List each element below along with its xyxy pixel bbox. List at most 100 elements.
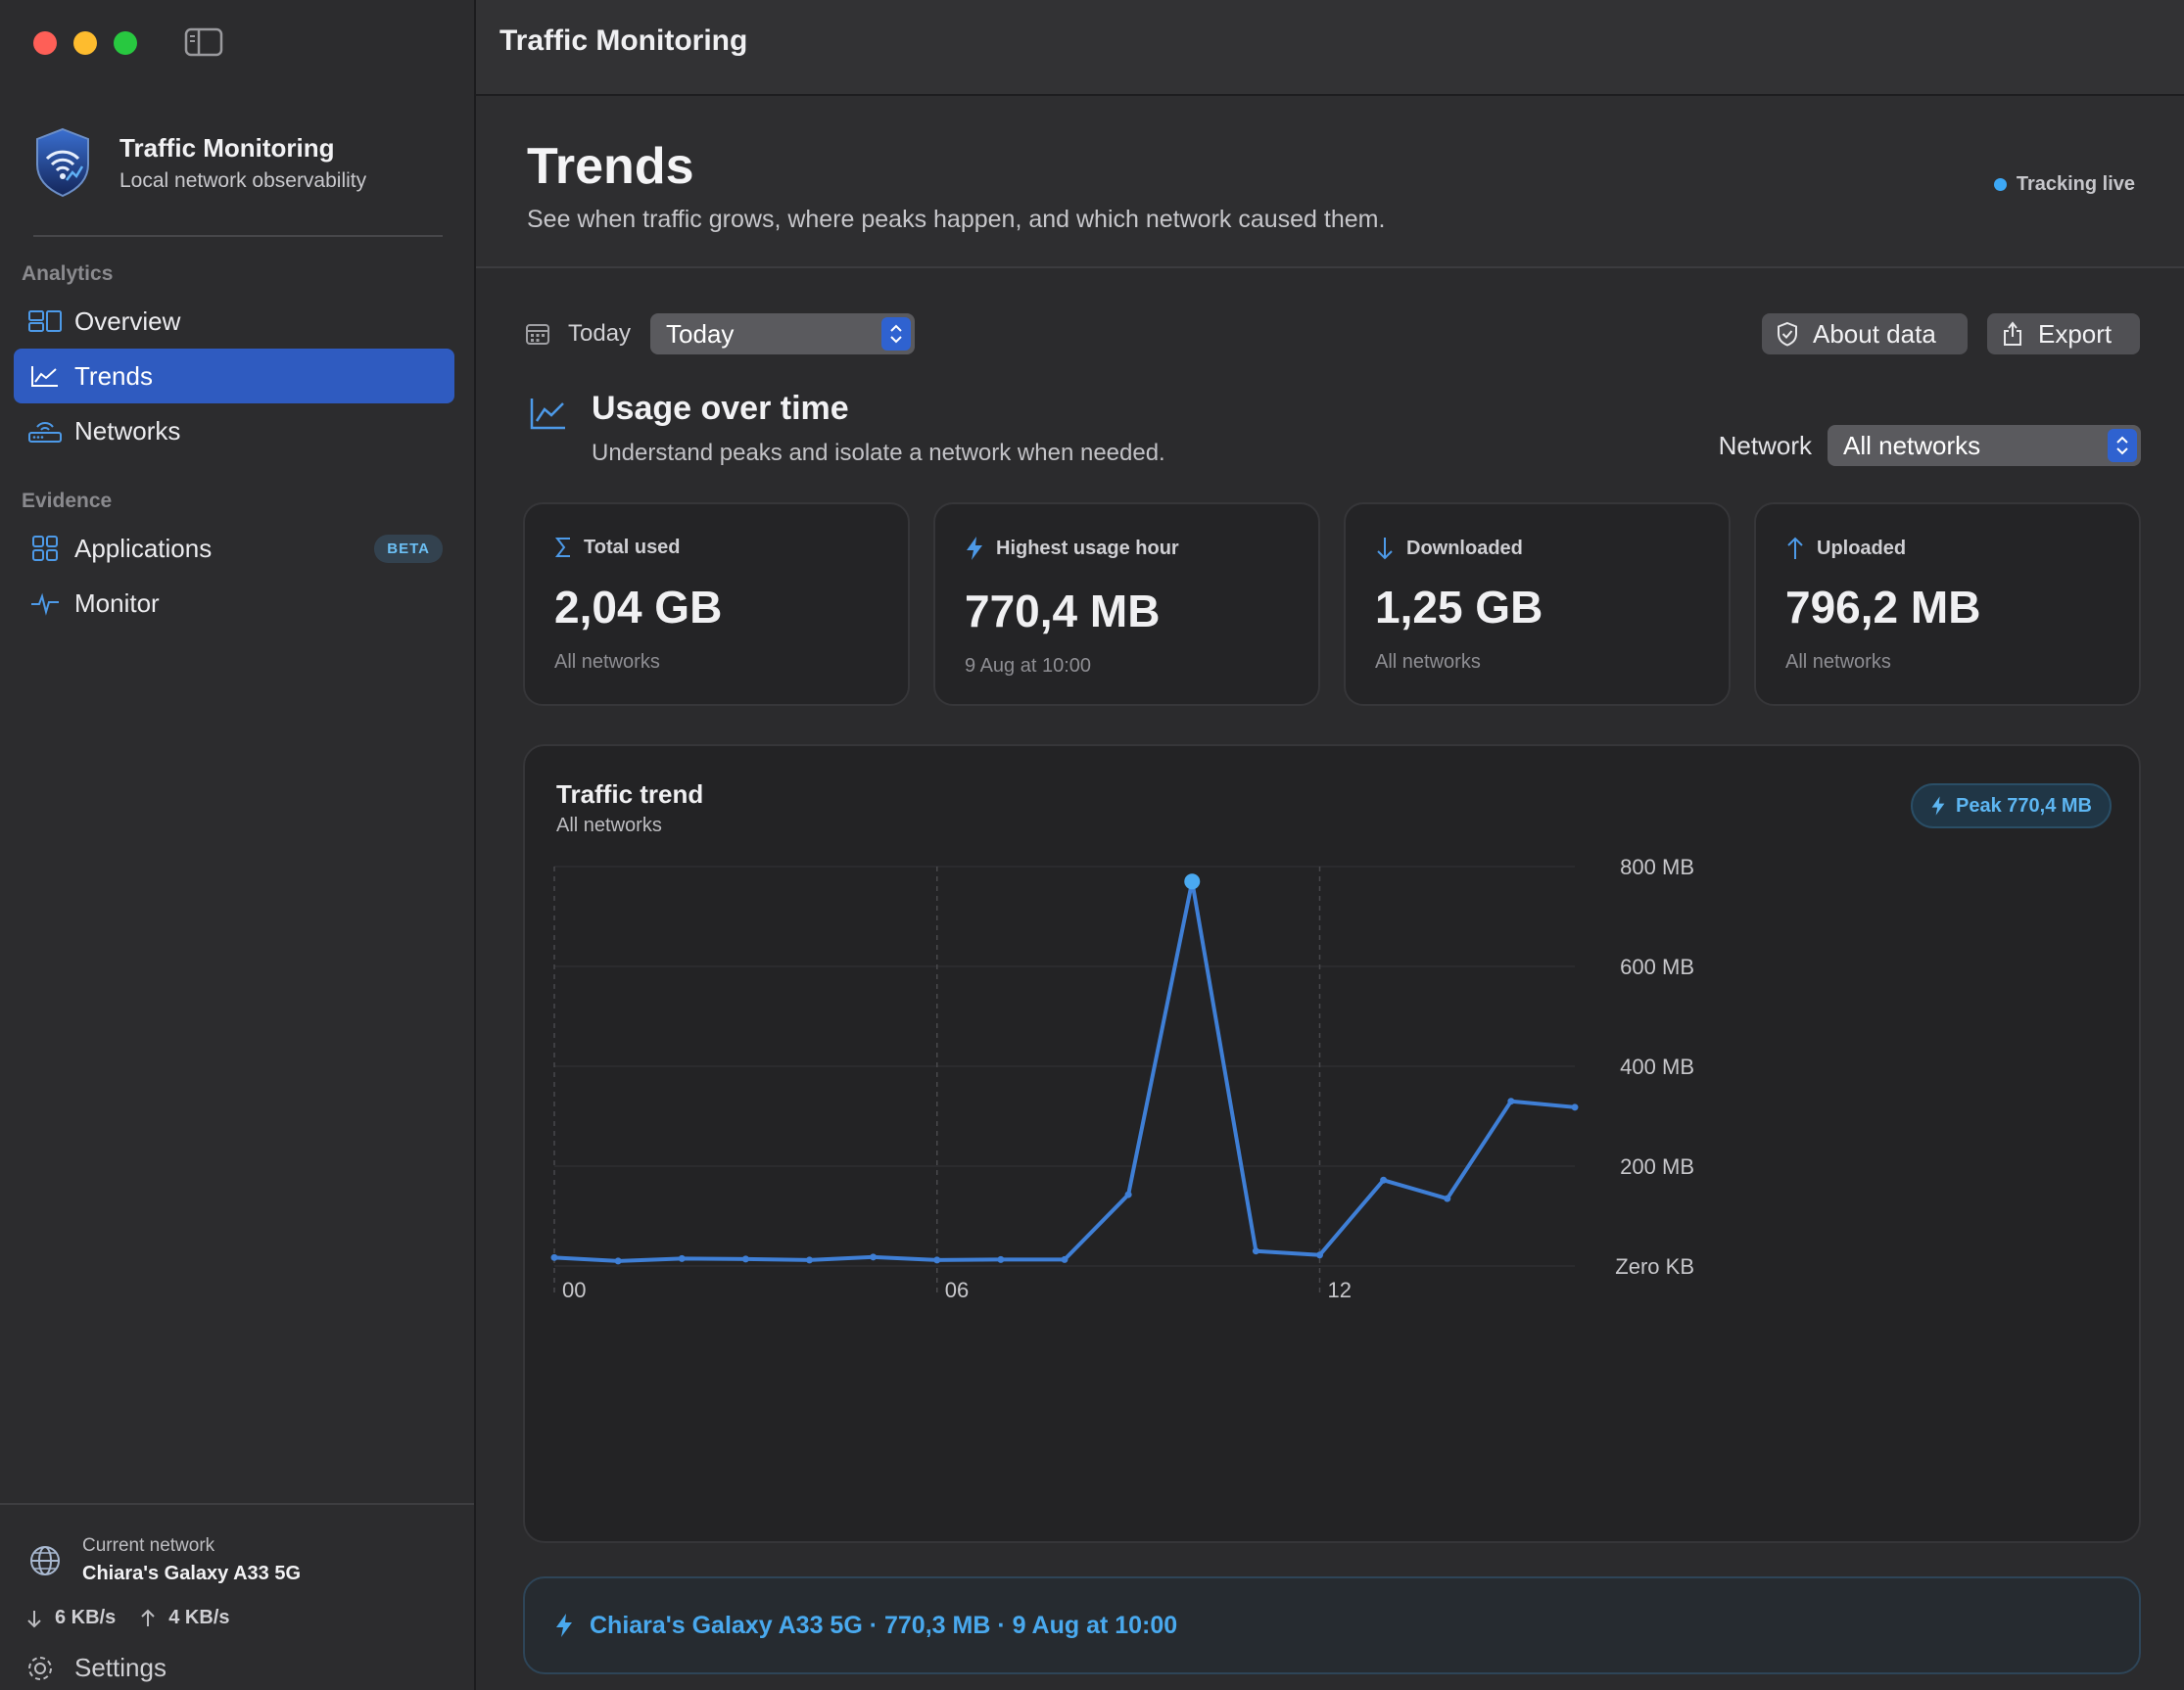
traffic-trend-chart: 800 MB 600 MB 400 MB 200 MB Zero KB 00 06 12	[550, 855, 1694, 1302]
settings-button[interactable]: Settings	[25, 1653, 166, 1683]
stat-card-highest-hour: Highest usage hour 770,4 MB 9 Aug at 10:…	[933, 502, 1320, 706]
peak-source-bar[interactable]: Chiara's Galaxy A33 5G · 770,3 MB · 9 Au…	[523, 1576, 2141, 1674]
bolt-icon	[556, 1614, 572, 1637]
download-speed: 6 KB/s	[55, 1607, 117, 1628]
chevron-updown-icon	[881, 317, 912, 351]
data-point	[997, 1255, 1005, 1263]
window-title: Traffic Monitoring	[499, 24, 748, 57]
card-value: 796,2 MB	[1785, 582, 1981, 633]
data-point	[614, 1257, 622, 1265]
data-point	[806, 1256, 813, 1264]
sidebar-item-applications[interactable]: Applications BETA	[14, 521, 454, 576]
traffic-trend-card: Traffic trend All networks Peak 770,4 MB…	[523, 744, 2141, 1543]
x-tick-label: 00	[562, 1278, 586, 1302]
page-title: Trends	[527, 138, 694, 195]
y-tick-label: 400 MB	[1620, 1055, 1694, 1079]
chart-line-icon	[530, 399, 565, 430]
zoom-window-button[interactable]	[114, 31, 137, 55]
data-point	[1380, 1176, 1388, 1184]
x-tick-label: 06	[945, 1278, 969, 1302]
arrow-down-icon	[27, 1610, 41, 1627]
beta-badge: BETA	[374, 534, 443, 563]
network-filter: Network All networks	[1719, 425, 2141, 466]
date-select-value: Today	[666, 318, 735, 349]
x-tick-label: 12	[1328, 1278, 1352, 1302]
card-note: All networks	[1375, 651, 1481, 673]
card-title: Highest usage hour	[996, 537, 1179, 559]
export-button[interactable]: Export	[1987, 313, 2140, 354]
about-data-label: About data	[1813, 318, 1936, 349]
speed-readout: 6 KB/s 4 KB/s	[25, 1607, 230, 1629]
network-select[interactable]: All networks	[1828, 425, 2141, 466]
chevron-updown-icon	[2108, 429, 2137, 462]
data-point	[741, 1255, 749, 1263]
sidebar-divider	[33, 235, 443, 237]
data-point	[1316, 1251, 1323, 1259]
close-window-button[interactable]	[33, 31, 57, 55]
live-status-label: Tracking live	[2016, 173, 2135, 195]
live-status: Tracking live	[1993, 173, 2135, 196]
usage-subtitle: Understand peaks and isolate a network w…	[592, 440, 1165, 466]
y-tick-label: Zero KB	[1615, 1254, 1694, 1279]
card-value: 770,4 MB	[965, 586, 1161, 636]
router-icon	[27, 417, 63, 445]
data-point	[1444, 1195, 1451, 1202]
card-value: 1,25 GB	[1375, 582, 1543, 633]
data-point	[678, 1254, 686, 1262]
stat-card-downloaded: Downloaded 1,25 GB All networks	[1344, 502, 1731, 706]
date-select[interactable]: Today	[650, 313, 916, 354]
sidebar-section-evidence: Evidence	[22, 490, 113, 512]
bolt-icon	[967, 537, 982, 560]
sidebar-item-networks[interactable]: Networks	[14, 403, 454, 458]
calendar-icon	[526, 324, 549, 345]
network-label: Network	[1718, 430, 1812, 460]
current-network-label: Current network	[82, 1535, 215, 1556]
y-tick-label: 800 MB	[1620, 855, 1694, 879]
sidebar-item-overview[interactable]: Overview	[14, 294, 454, 349]
bolt-icon	[1931, 796, 1945, 816]
stat-card-uploaded: Uploaded 796,2 MB All networks	[1754, 502, 2141, 706]
card-title: Downloaded	[1406, 537, 1523, 559]
chart-subtitle: All networks	[556, 815, 662, 836]
shield-check-icon	[1778, 321, 1797, 347]
sidebar-item-trends[interactable]: Trends	[14, 349, 454, 403]
share-icon	[2004, 321, 2021, 346]
chart-line-icon	[27, 362, 63, 390]
live-dot-icon	[1993, 178, 2007, 191]
current-network-name: Chiara's Galaxy A33 5G	[82, 1563, 302, 1584]
app-logo-icon	[36, 127, 89, 198]
arrow-down-icon	[1377, 538, 1393, 560]
gear-icon	[28, 1656, 52, 1680]
about-data-button[interactable]: About data	[1762, 313, 1968, 354]
sidebar-item-label: Networks	[74, 415, 181, 446]
y-tick-label: 600 MB	[1620, 955, 1694, 979]
sidebar-item-label: Monitor	[74, 587, 160, 618]
window-controls	[33, 31, 137, 55]
globe-icon	[30, 1545, 60, 1575]
card-note: All networks	[1785, 651, 1891, 673]
pulse-icon	[27, 589, 63, 617]
peak-badge-label: Peak 770,4 MB	[1956, 794, 2092, 817]
sigma-icon	[554, 538, 570, 557]
peak-point	[1184, 873, 1201, 890]
peak-source-text: Chiara's Galaxy A33 5G · 770,3 MB · 9 Au…	[590, 1611, 1178, 1639]
card-value: 2,04 GB	[554, 582, 723, 633]
sidebar-item-monitor[interactable]: Monitor	[14, 576, 454, 631]
chart-title: Traffic trend	[556, 779, 704, 809]
sidebar-item-label: Overview	[74, 305, 181, 336]
grid-icon	[27, 535, 63, 562]
stat-card-total-used: Total used 2,04 GB All networks	[523, 502, 910, 706]
stat-cards: Total used 2,04 GB All networks Highest …	[523, 502, 2141, 706]
settings-label: Settings	[74, 1653, 166, 1682]
data-point	[550, 1253, 558, 1261]
minimize-window-button[interactable]	[73, 31, 97, 55]
usage-header: Usage over time Understand peaks and iso…	[529, 390, 1165, 467]
sidebar-toggle-icon[interactable]	[184, 26, 223, 58]
sidebar: Traffic Monitoring Local network observa…	[0, 0, 476, 1690]
current-network: Current network Chiara's Galaxy A33 5G	[27, 1535, 301, 1585]
data-point	[1061, 1255, 1068, 1263]
window-titlebar: Traffic Monitoring	[476, 0, 2184, 96]
usage-title: Usage over time	[592, 390, 849, 427]
y-tick-label: 200 MB	[1620, 1154, 1694, 1179]
arrow-up-icon	[141, 1609, 155, 1626]
